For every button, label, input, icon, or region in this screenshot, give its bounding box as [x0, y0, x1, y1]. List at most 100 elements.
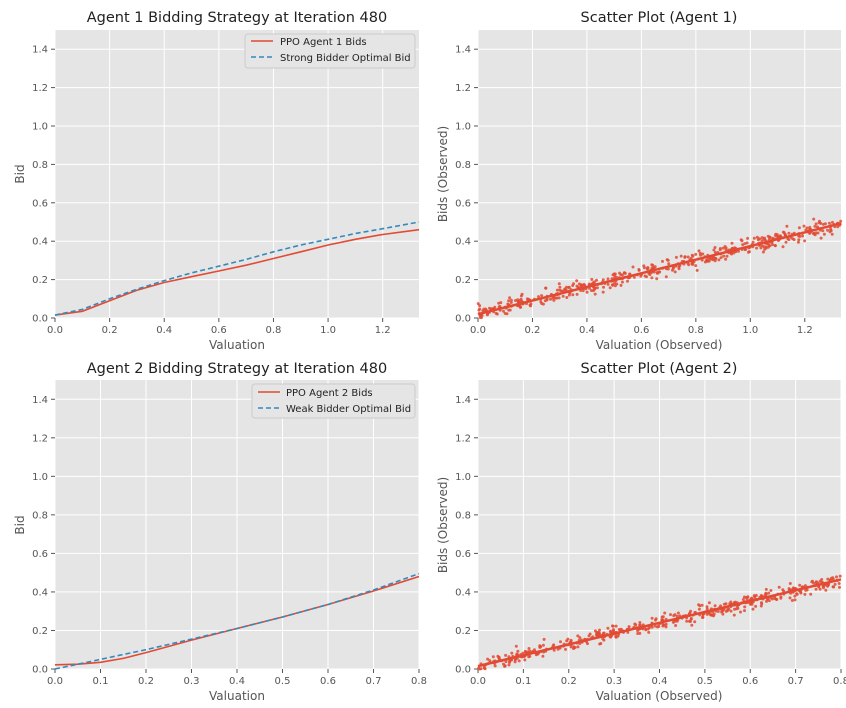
scatter-point: [537, 295, 540, 299]
x-tick-label: 0.8: [266, 325, 282, 336]
scatter-point: [606, 277, 610, 281]
x-axis-label: Valuation: [209, 689, 265, 703]
scatter-point: [832, 585, 836, 589]
scatter-point: [689, 256, 693, 260]
scatter-point: [675, 614, 679, 618]
scatter-point: [502, 309, 505, 313]
scatter-point: [787, 587, 791, 591]
scatter-point: [828, 230, 832, 234]
scatter-point: [595, 286, 599, 290]
scatter-point: [830, 232, 834, 236]
scatter-point: [838, 574, 842, 578]
scatter-point: [620, 280, 624, 284]
scatter-point: [769, 589, 773, 592]
scatter-point: [612, 628, 615, 632]
scatter-point: [815, 225, 819, 229]
scatter-point: [478, 307, 482, 311]
scatter-point: [527, 647, 531, 650]
scatter-point: [578, 636, 582, 640]
scatter-point: [636, 632, 640, 635]
scatter-point: [509, 301, 513, 304]
scatter-point: [542, 637, 546, 641]
scatter-point: [631, 265, 635, 269]
scatter-point: [725, 254, 729, 258]
legend: PPO Agent 2 Bids Weak Bidder Optimal Bid: [251, 383, 416, 419]
y-tick-label: 0.8: [32, 510, 48, 521]
scatter-point: [676, 611, 680, 615]
x-tick-label: 0.6: [633, 325, 649, 336]
series-lines: [54, 572, 420, 670]
scatter-point: [667, 262, 671, 266]
scatter-point: [516, 298, 520, 302]
x-axis-ticks: 0.0 0.2 0.4 0.6 0.8 1.0 1.2: [470, 318, 813, 336]
scatter-point: [739, 238, 743, 242]
scatter-point: [619, 273, 623, 277]
scatter-point: [672, 614, 676, 618]
scatter-point: [653, 624, 657, 628]
x-tick-label: 0.4: [229, 676, 245, 687]
scatter-point: [523, 650, 527, 653]
scatter-point: [486, 657, 490, 661]
x-tick-label: 0.3: [606, 676, 622, 687]
scatter-point: [643, 274, 647, 278]
scatter-point: [689, 609, 693, 613]
y-tick-label: 1.2: [32, 433, 48, 444]
scatter-point: [639, 274, 643, 278]
scatter-point: [613, 284, 617, 288]
scatter-point: [563, 288, 567, 292]
scatter-point: [587, 634, 591, 638]
scatter-point: [719, 256, 723, 260]
y-tick-label: 1.4: [455, 395, 471, 406]
plot-area: [55, 30, 419, 318]
scatter-point: [558, 285, 562, 289]
scatter-point: [608, 286, 612, 290]
scatter-points: [476, 217, 843, 320]
scatter-point: [592, 280, 596, 284]
scatter-point: [707, 601, 711, 605]
x-tick-label: 0.6: [320, 676, 336, 687]
scatter-point: [491, 655, 495, 659]
scatter-point: [507, 308, 511, 312]
scatter-point: [642, 266, 646, 270]
scatter-point: [654, 617, 658, 621]
scatter-point: [565, 296, 569, 299]
scatter-point: [760, 602, 764, 606]
x-tick-label: 0.8: [411, 676, 427, 687]
scatter-point: [655, 277, 659, 281]
series-line-strong-bidder-optimal-bid: [54, 221, 420, 316]
scatter-point: [784, 240, 788, 244]
scatter-point: [528, 654, 532, 658]
x-tick-label: 0.0: [470, 325, 486, 336]
scatter-point: [833, 582, 837, 586]
scatter-point: [638, 623, 642, 627]
grid-lines: [54, 380, 420, 670]
legend-label-ppo-agent2: PPO Agent 2 Bids: [286, 388, 373, 399]
x-tick-label: 0.7: [788, 676, 804, 687]
scatter-point: [732, 613, 736, 617]
x-tick-label: 0.1: [515, 676, 531, 687]
scatter-point: [619, 283, 623, 287]
x-tick-label: 1.2: [797, 325, 813, 336]
scatter-point: [746, 236, 750, 240]
x-axis-label: Valuation (Observed): [596, 338, 723, 352]
scatter-point: [735, 607, 738, 611]
scatter-point: [787, 231, 791, 235]
scatter-point: [826, 584, 829, 588]
y-tick-label: 0.8: [455, 510, 471, 521]
scatter-point: [677, 265, 681, 269]
scatter-point: [751, 240, 755, 244]
scatter-point: [724, 257, 728, 261]
chart-title: Scatter Plot (Agent 1): [581, 10, 738, 26]
y-axis-ticks: 0.0 0.2 0.4 0.6 0.8 1.0 1.2 1.4: [32, 395, 55, 676]
scatter-point: [805, 588, 809, 592]
scatter-point: [741, 243, 745, 247]
scatter-point: [693, 620, 697, 624]
scatter-point: [718, 247, 722, 250]
scatter-point: [812, 217, 816, 221]
scatter-point: [571, 293, 575, 297]
scatter-point: [614, 635, 618, 639]
grid-lines: [54, 30, 419, 319]
scatter-point: [747, 250, 751, 254]
scatter-point: [664, 625, 668, 629]
scatter-point: [669, 613, 672, 617]
